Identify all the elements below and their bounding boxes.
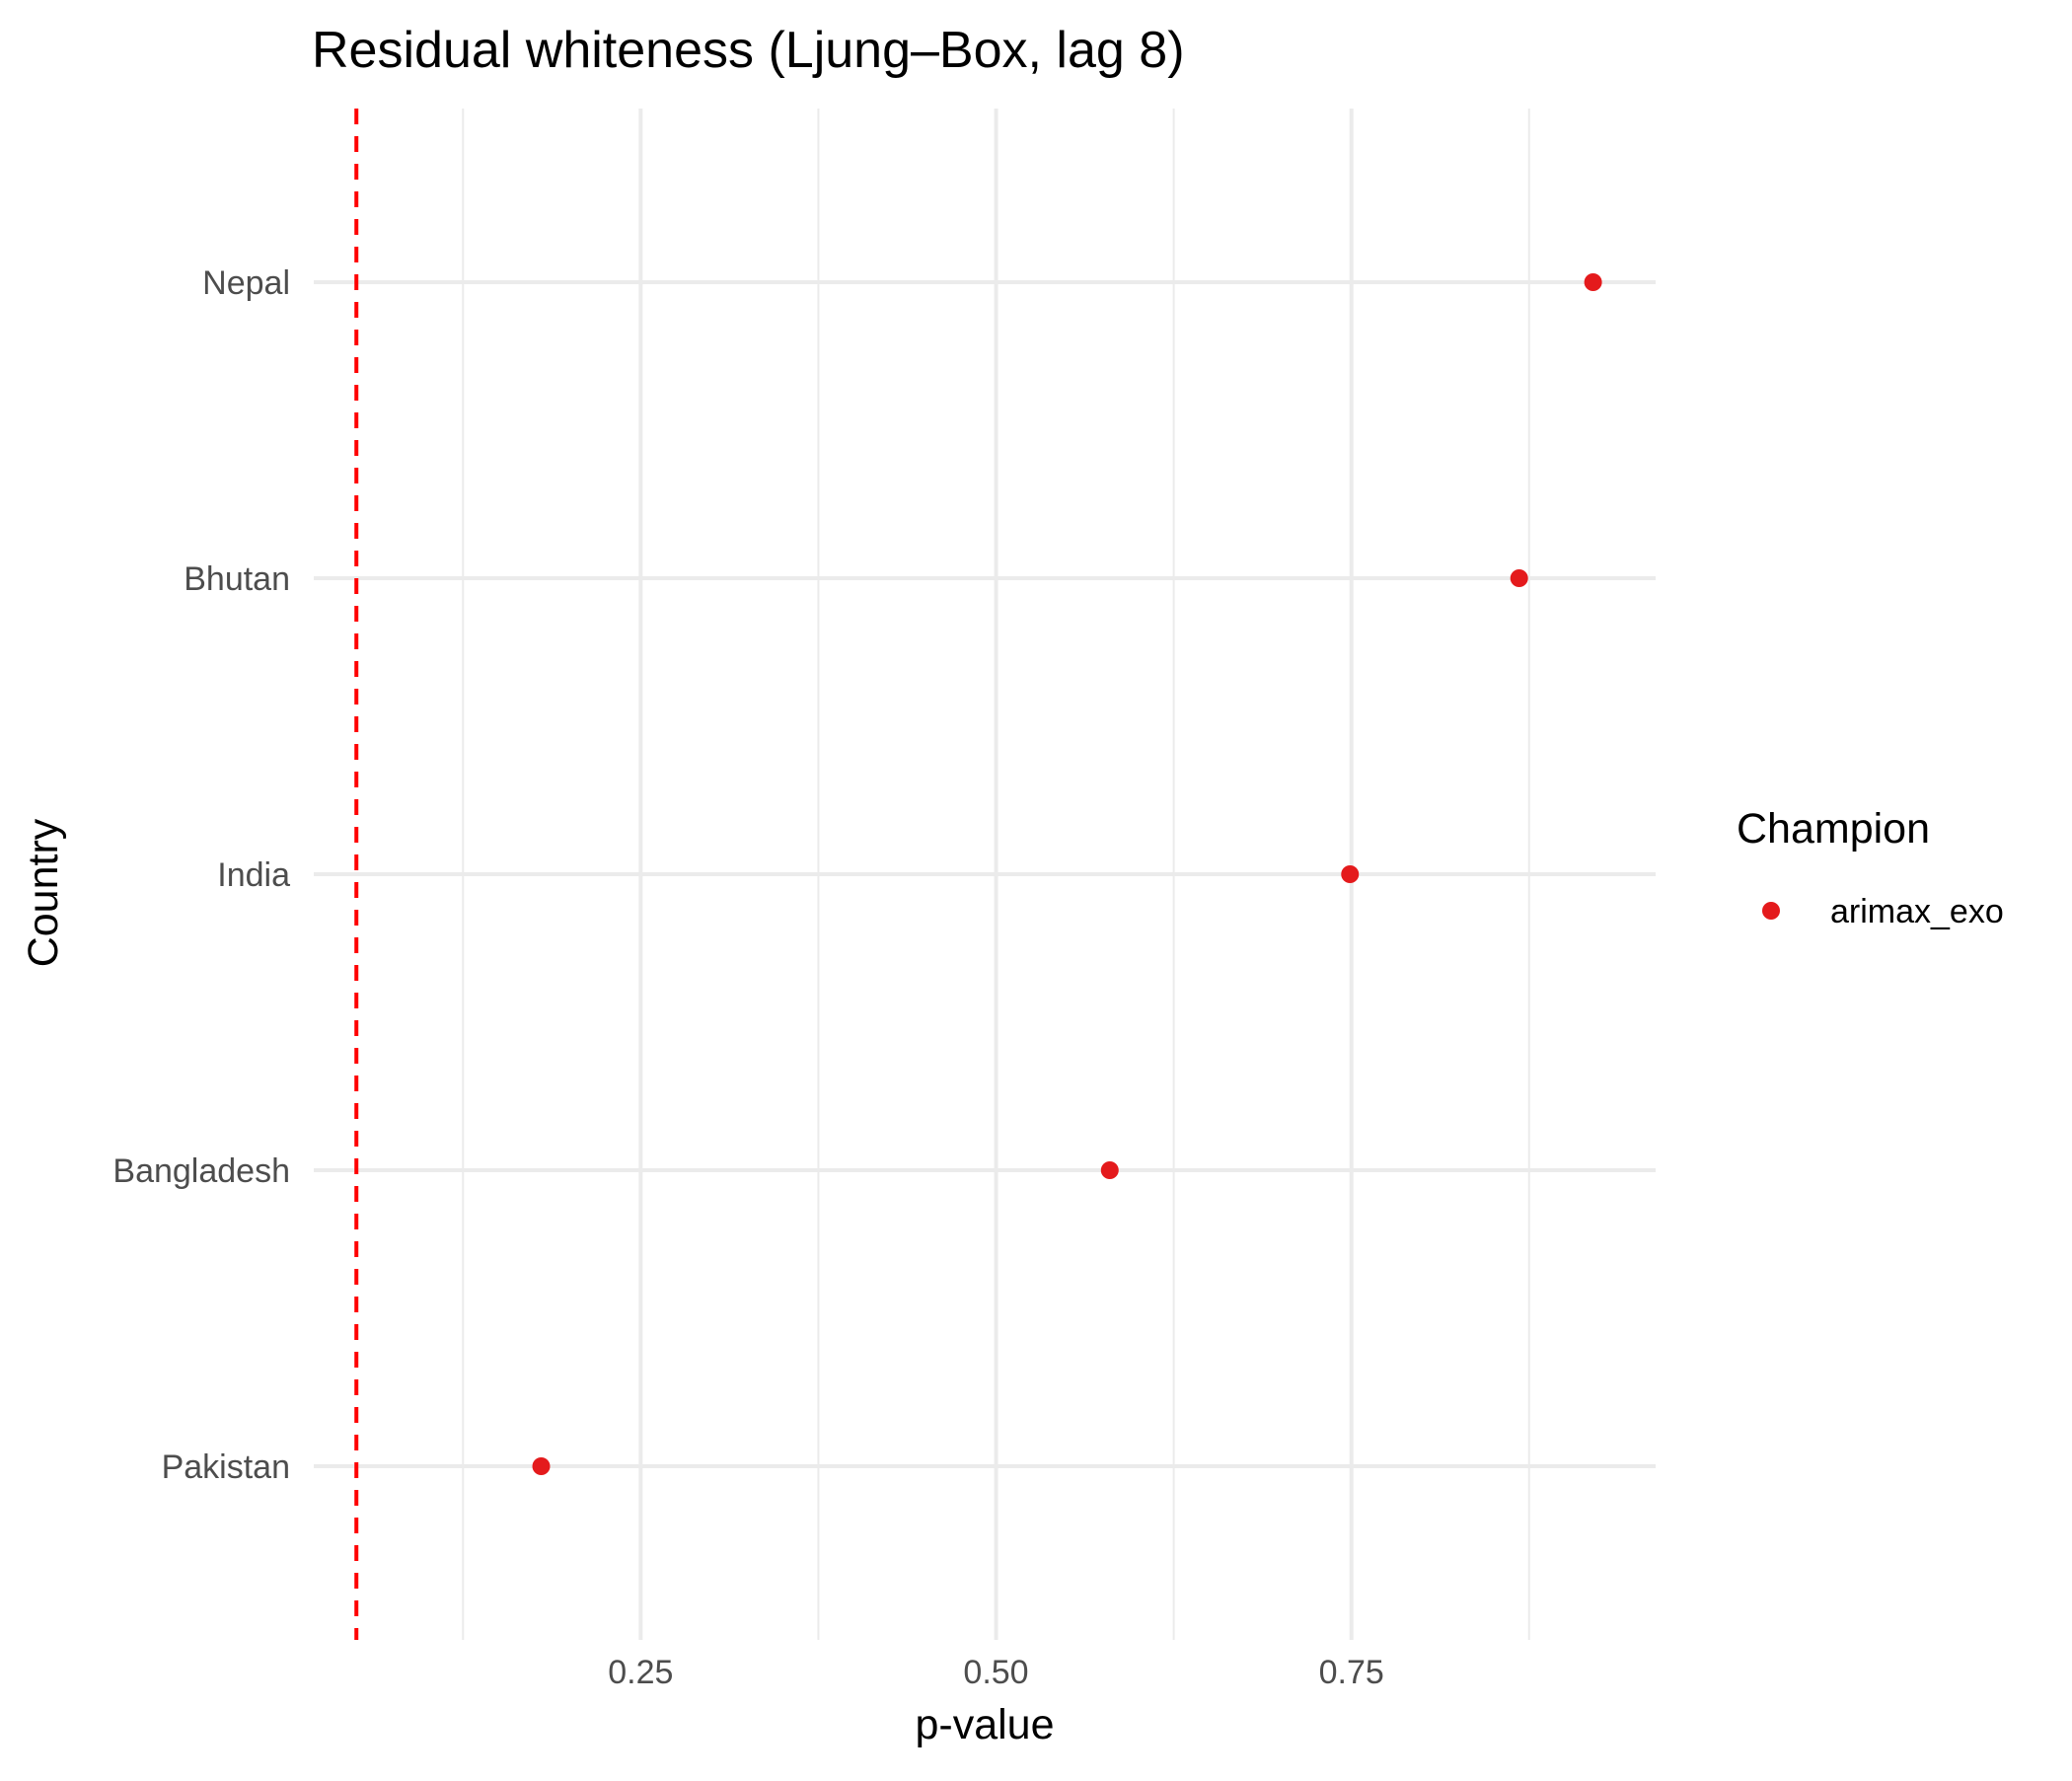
x-tick-label: 0.25 [608,1654,673,1691]
data-point-layer [532,273,1602,1475]
legend-label-arimax-exo: arimax_exo [1830,893,2004,930]
grid-layer [314,109,1656,1640]
x-tick-label: 0.75 [1319,1654,1384,1691]
data-point-pakistan [532,1457,551,1475]
legend-key-arimax-exo [1762,902,1780,920]
data-point-nepal [1584,273,1602,291]
y-tick-label-pakistan: Pakistan [162,1448,290,1486]
chart-title: Residual whiteness (Ljung–Box, lag 8) [312,22,1185,79]
y-tick-label-bangladesh: Bangladesh [112,1152,290,1190]
x-tick-labels: 0.25 0.50 0.75 [608,1654,1384,1691]
data-point-india [1341,865,1360,883]
y-tick-labels: Nepal Bhutan India Bangladesh Pakistan [112,264,290,1486]
data-point-bangladesh [1100,1161,1119,1179]
x-tick-label: 0.50 [963,1654,1028,1691]
x-axis-title: p-value [915,1701,1054,1748]
data-point-bhutan [1510,569,1528,587]
legend: Champion arimax_exo [1737,805,2004,930]
y-tick-label-india: India [217,856,290,894]
legend-title: Champion [1737,805,1930,853]
y-tick-label-nepal: Nepal [202,264,290,302]
y-axis-title: Country [20,818,67,967]
y-tick-label-bhutan: Bhutan [184,560,290,598]
